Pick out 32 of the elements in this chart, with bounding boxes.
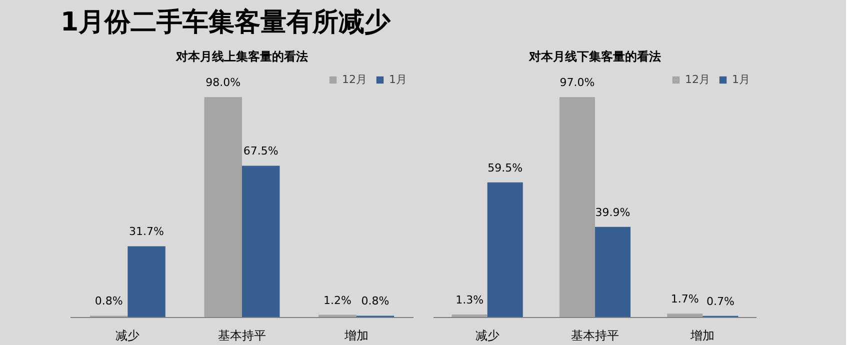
- data-label: 59.5%: [488, 161, 523, 174]
- data-label: 98.0%: [206, 76, 241, 90]
- bar: [595, 226, 631, 318]
- bar: [204, 97, 242, 318]
- bar: [487, 182, 523, 318]
- data-label: 1.3%: [456, 294, 484, 307]
- data-label: 39.9%: [595, 206, 630, 219]
- data-label: 1.2%: [323, 294, 352, 307]
- x-tick-label: 增加: [343, 328, 368, 342]
- x-tick-label: 基本持平: [218, 328, 266, 342]
- legend-label: 1月: [732, 72, 751, 87]
- data-label: 67.5%: [243, 144, 278, 158]
- data-label: 1.7%: [670, 292, 699, 306]
- bar: [128, 246, 166, 318]
- bar: [559, 97, 595, 318]
- data-label: 0.8%: [361, 294, 390, 308]
- bar: [667, 314, 703, 318]
- legend-label: 1月: [389, 72, 408, 87]
- chart-title: 对本月线下集客量的看法: [528, 50, 661, 64]
- text: 1月份二手车集客量有所减少: [60, 8, 392, 38]
- data-label: 97.0%: [560, 76, 595, 90]
- data-label: 0.8%: [94, 294, 123, 308]
- data-label: 0.7%: [706, 294, 734, 308]
- x-tick-label: 基本持平: [571, 328, 619, 342]
- bar: [242, 166, 280, 318]
- legend-label: 12月: [685, 72, 710, 87]
- x-tick-label: 减少: [475, 328, 500, 342]
- chart-title: 对本月线上集客量的看法: [175, 50, 308, 64]
- legend-label: 12月: [342, 72, 367, 87]
- x-tick-label: 减少: [116, 328, 140, 342]
- x-tick-label: 增加: [690, 328, 715, 342]
- data-label: 31.7%: [129, 225, 164, 238]
